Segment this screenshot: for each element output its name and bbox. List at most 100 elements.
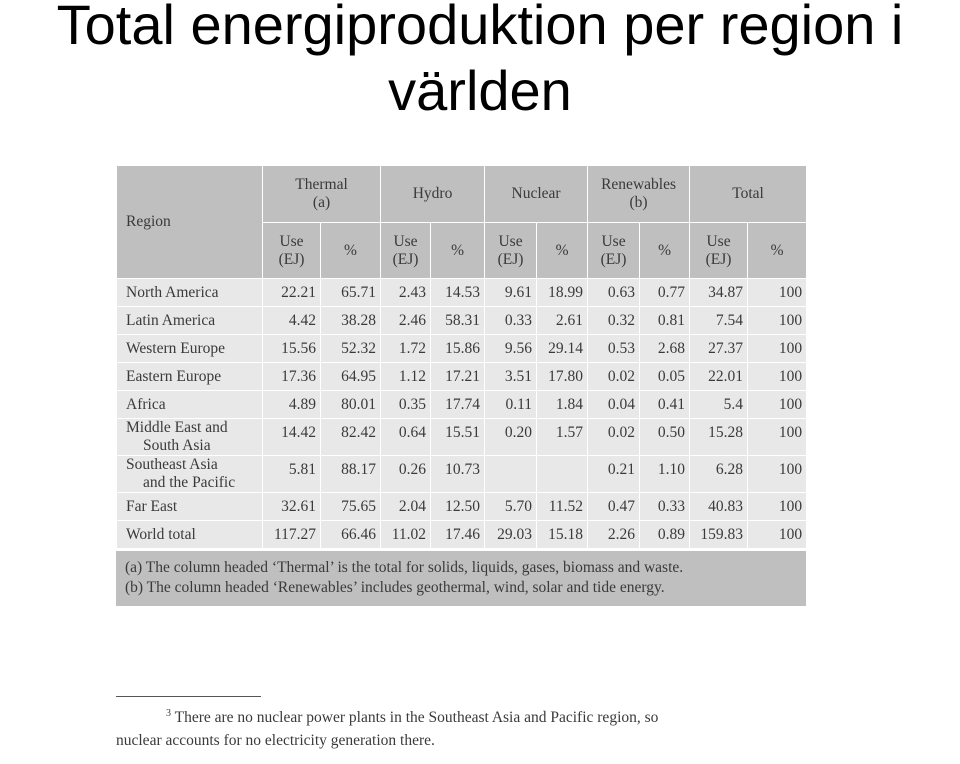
value-cell: 29.14 — [536, 334, 589, 363]
value-cell: 80.01 — [319, 390, 382, 419]
value-cell: 11.52 — [536, 492, 589, 521]
value-cell: 159.83 — [689, 520, 749, 549]
value-cell: 117.27 — [262, 520, 321, 549]
value-cell: 0.05 — [639, 362, 691, 391]
value-cell: 100 — [747, 492, 808, 521]
value-cell: 34.87 — [689, 278, 749, 307]
value-cell: 100 — [747, 520, 808, 549]
value-cell: 0.63 — [587, 278, 641, 307]
slide-title: Total energiproduktion per region i värl… — [56, 0, 904, 122]
value-cell: 0.26 — [380, 455, 432, 493]
value-cell: 0.35 — [380, 390, 432, 419]
note-b: (b) The column headed ‘Renewables’ inclu… — [125, 579, 665, 596]
value-cell: 14.42 — [262, 418, 321, 456]
value-cell: 29.03 — [484, 520, 538, 549]
region-cell: World total — [116, 520, 263, 549]
value-cell: 1.84 — [536, 390, 589, 419]
table-row: Latin America 4.42 38.28 2.46 58.31 0.33 2.61 0… — [116, 306, 808, 335]
value-cell: 0.11 — [484, 390, 538, 419]
footnote: 3 There are no nuclear power plants in t… — [116, 706, 816, 752]
value-cell: 0.47 — [587, 492, 641, 521]
value-cell: 0.32 — [587, 306, 641, 335]
value-cell: 1.57 — [536, 418, 589, 456]
value-cell: 0.20 — [484, 418, 538, 456]
value-cell: 22.21 — [262, 278, 321, 307]
table-row: Southeast Asia and the Pacific 5.81 88.17 0.… — [116, 455, 808, 493]
region-cell: Middle East and South Asia — [116, 418, 263, 456]
value-cell: 5.81 — [262, 455, 321, 493]
value-cell: 2.43 — [380, 278, 432, 307]
value-cell: 11.02 — [380, 520, 432, 549]
subheader-use: Use (EJ) — [587, 222, 641, 279]
value-cell: 6.28 — [689, 455, 749, 493]
value-cell: 100 — [747, 362, 808, 391]
value-cell: 2.61 — [536, 306, 589, 335]
subheader-percent: % — [536, 222, 589, 279]
group-header-total: Total — [689, 165, 808, 223]
value-cell: 10.73 — [430, 455, 486, 493]
value-cell: 1.72 — [380, 334, 432, 363]
value-cell: 14.53 — [430, 278, 486, 307]
region-cell: Western Europe — [116, 334, 263, 363]
value-cell: 100 — [747, 455, 808, 493]
value-cell: 4.42 — [262, 306, 321, 335]
value-cell: 4.89 — [262, 390, 321, 419]
value-cell: 17.80 — [536, 362, 589, 391]
subheader-use: Use (EJ) — [484, 222, 538, 279]
footnote-mark: 3 — [166, 707, 171, 719]
value-cell: 0.89 — [639, 520, 691, 549]
table-row: Far East 32.61 75.65 2.04 12.50 5.70 11.52 0.47… — [116, 492, 808, 521]
value-cell: 3.51 — [484, 362, 538, 391]
footnote-line-1: There are no nuclear power plants in the… — [174, 709, 659, 726]
value-cell: 0.41 — [639, 390, 691, 419]
value-cell: 18.99 — [536, 278, 589, 307]
value-cell — [536, 455, 589, 493]
group-header-hydro: Hydro — [380, 165, 486, 223]
value-cell: 0.02 — [587, 362, 641, 391]
value-cell: 0.33 — [484, 306, 538, 335]
region-cell: Africa — [116, 390, 263, 419]
value-cell: 9.61 — [484, 278, 538, 307]
footnote-divider — [116, 696, 261, 697]
region-cell: North America — [116, 278, 263, 307]
group-header-nuclear: Nuclear — [484, 165, 589, 223]
value-cell: 65.71 — [319, 278, 382, 307]
value-cell: 52.32 — [319, 334, 382, 363]
value-cell: 15.51 — [430, 418, 486, 456]
subheader-percent: % — [319, 222, 382, 279]
value-cell: 64.95 — [319, 362, 382, 391]
value-cell: 88.17 — [319, 455, 382, 493]
table-row: Middle East and South Asia 14.42 82.42 0.64 1… — [116, 418, 808, 456]
region-cell: Far East — [116, 492, 263, 521]
value-cell: 32.61 — [262, 492, 321, 521]
table-row: World total 117.27 66.46 11.02 17.46 29.03 15.… — [116, 520, 808, 549]
energy-table: Region Thermal (a) Hydro Nuclear Renewabl… — [116, 165, 808, 549]
value-cell: 0.21 — [587, 455, 641, 493]
value-cell: 27.37 — [689, 334, 749, 363]
value-cell — [484, 455, 538, 493]
table-row: Western Europe 15.56 52.32 1.72 15.86 9.56 29.… — [116, 334, 808, 363]
region-cell: Southeast Asia and the Pacific — [116, 455, 263, 493]
value-cell: 0.64 — [380, 418, 432, 456]
footnote-line-2: nuclear accounts for no electricity gene… — [116, 732, 435, 749]
subheader-percent: % — [430, 222, 486, 279]
value-cell: 38.28 — [319, 306, 382, 335]
value-cell: 75.65 — [319, 492, 382, 521]
value-cell: 17.46 — [430, 520, 486, 549]
table-notes: (a) The column headed ‘Thermal’ is the t… — [116, 549, 806, 606]
value-cell: 66.46 — [319, 520, 382, 549]
subheader-percent: % — [747, 222, 808, 279]
value-cell: 5.70 — [484, 492, 538, 521]
value-cell: 0.04 — [587, 390, 641, 419]
value-cell: 0.02 — [587, 418, 641, 456]
header-row-groups: Region Thermal (a) Hydro Nuclear Renewabl… — [116, 165, 808, 279]
group-header-thermal: Thermal (a) — [261, 165, 382, 223]
header-row-subcolumns: Use (EJ)% Use (EJ)% Use (EJ)% Use (EJ)% Use (EJ)% — [117, 222, 808, 279]
value-cell: 17.74 — [430, 390, 486, 419]
value-cell: 0.77 — [639, 278, 691, 307]
value-cell: 2.46 — [380, 306, 432, 335]
value-cell: 100 — [747, 334, 808, 363]
value-cell: 15.28 — [689, 418, 749, 456]
subheader-percent: % — [639, 222, 691, 279]
region-cell: Latin America — [116, 306, 263, 335]
